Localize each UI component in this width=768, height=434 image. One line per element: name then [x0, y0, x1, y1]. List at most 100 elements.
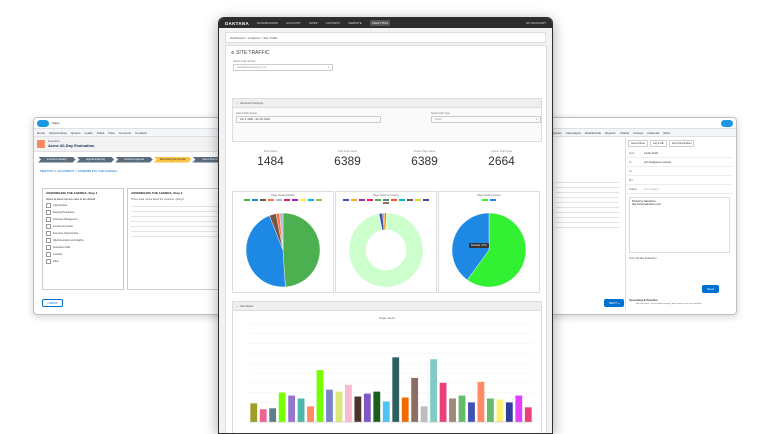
domain-select-label: Select a site domain [233, 60, 256, 63]
bar[interactable] [250, 403, 258, 422]
bar[interactable] [382, 401, 390, 422]
bar[interactable] [505, 402, 513, 422]
bar[interactable] [401, 397, 409, 423]
composer-field-row[interactable]: Cc [626, 167, 733, 176]
use-case-checkbox[interactable]: Executive Opportunities [43, 230, 123, 237]
user-menu[interactable]: MY ACCOUNT [526, 21, 546, 25]
path-step[interactable]: Introduce Dealing [38, 156, 76, 163]
path-step[interactable]: Discussing the Agenda [153, 156, 192, 163]
use-case-checkbox[interactable]: Scheduled Calls [43, 244, 123, 251]
donut-chart-country [348, 212, 424, 288]
nav-item-account[interactable]: ACCOUNT [286, 21, 301, 25]
use-case-checkbox[interactable]: Meeting Preparation [43, 209, 123, 216]
composer-tab[interactable]: Send Actions [628, 140, 648, 147]
nav-item[interactable]: Files [108, 130, 115, 135]
nav-item[interactable]: Accounts [118, 130, 132, 135]
nav-item[interactable]: Home [37, 130, 46, 135]
pie-slice[interactable] [279, 212, 284, 251]
bar[interactable] [354, 396, 362, 422]
composer-field-row[interactable]: Subject Enter Subject... [626, 185, 733, 194]
nav-item-swep[interactable]: SWEP [308, 21, 318, 25]
use-case-checkbox[interactable]: Schedule Management [43, 216, 123, 223]
bar[interactable] [411, 377, 419, 422]
bar[interactable] [486, 398, 494, 422]
stat-label: Unique Page Views [413, 150, 436, 153]
send-button[interactable]: Send [702, 285, 720, 293]
data-type-select[interactable]: Select ▾ [431, 116, 541, 123]
nav-item[interactable]: Quotes [70, 130, 81, 135]
bar[interactable] [477, 381, 485, 422]
agenda-breadcrumb[interactable]: MEETING 1 ALIGNMENT > ASSEMBLING THE AGE… [40, 169, 118, 173]
pie-legend [336, 197, 436, 206]
path-step[interactable]: Agenda Planning [76, 156, 115, 163]
email-body[interactable]: Printed by Salesforce http://www.salesfo… [629, 197, 730, 253]
nav-item[interactable]: Leads [84, 130, 93, 135]
path-step[interactable]: Introduce Agenda [115, 156, 153, 163]
nav-item[interactable]: Tasks [96, 130, 105, 135]
brand-logo[interactable]: DAKTANA [225, 20, 250, 26]
composer-field-row[interactable]: To john.doe@acme.example [626, 158, 733, 167]
cloud-logo-icon [37, 119, 49, 127]
bar[interactable] [496, 399, 504, 422]
nav-item[interactable]: Opportunities [49, 130, 67, 135]
bar[interactable] [344, 384, 352, 422]
breadcrumb[interactable]: Dashboard > Analytics > Site Traffic [225, 32, 546, 43]
bar[interactable] [259, 409, 267, 422]
stats-row: Total Visitors 1484 Total Page Views 6389 Un… [232, 150, 540, 180]
nav-item-website[interactable]: WEBSITE [348, 21, 362, 25]
stat-tile: Total Visitors 1484 [241, 150, 301, 180]
back-button[interactable]: « BACK [42, 299, 63, 307]
composer-field-row[interactable]: Bcc [626, 176, 733, 185]
use-case-checkbox[interactable]: Activities [43, 251, 123, 258]
pie-card-device: Page Viewing Device Desktop: 47% [438, 191, 540, 293]
stat-value: 6389 [334, 154, 361, 168]
bar[interactable] [373, 391, 381, 422]
nav-item-dashboards[interactable]: DASHBOARDS [257, 21, 279, 25]
filter-header[interactable]: › Advanced Settings [233, 99, 541, 108]
record-title: Acme 60-Day Evaluation [48, 143, 95, 148]
signature-line2: http://www.salesforce.com [632, 203, 662, 206]
composer-tab[interactable]: New Opportunities [668, 140, 695, 147]
use-case-checkbox[interactable]: Other [43, 258, 123, 265]
bar[interactable] [278, 392, 286, 422]
pie-slice[interactable] [282, 212, 321, 288]
bar[interactable] [288, 395, 296, 422]
date-range-picker[interactable]: Jun 1, 2020 - Jun 30, 2020 [236, 116, 381, 123]
pie-slice[interactable] [466, 212, 527, 288]
pie-cards: Page Viewing Mobile Page Views by Countr… [232, 191, 540, 293]
pie-slice[interactable] [245, 215, 286, 288]
bar[interactable] [439, 382, 447, 422]
agenda-step1-panel: ASSEMBLING THE AGENDA: Step 1 Select at … [42, 188, 124, 290]
nav-item[interactable]: Contacts [135, 130, 147, 135]
use-case-checkbox[interactable]: Q&A Resolution and Insights [43, 237, 123, 244]
bar[interactable] [430, 359, 438, 422]
bar[interactable] [326, 389, 333, 422]
nav-item-content[interactable]: CONTENT [325, 21, 341, 25]
settings-icon: ⚙ [231, 50, 235, 55]
upcoming-label[interactable]: Upcoming & Overdue [629, 298, 658, 302]
use-case-checkbox[interactable]: Account & Contact [43, 223, 123, 230]
hist-header[interactable]: › Visit Metric [233, 302, 541, 311]
pie-card-title: Page Viewing Device [477, 194, 501, 197]
bar[interactable] [458, 395, 466, 422]
bar[interactable] [524, 407, 532, 422]
sf-top-bar-right [549, 118, 736, 129]
bar[interactable] [269, 408, 277, 422]
use-case-checkbox[interactable]: Opportunities [43, 202, 123, 209]
bar[interactable] [392, 357, 400, 422]
bar[interactable] [420, 406, 428, 422]
bar[interactable] [449, 398, 456, 422]
domain-select[interactable]: wwwdaktanaanalytics.com ▾ [233, 64, 333, 71]
nav-item-analytics[interactable]: ANALYTICS [369, 20, 391, 26]
bar[interactable] [316, 370, 324, 422]
path-step[interactable]: Demo Planning [192, 156, 230, 163]
bar[interactable] [307, 406, 314, 422]
composer-tab[interactable]: Log a Call [649, 140, 667, 147]
bar[interactable] [335, 391, 343, 422]
bar[interactable] [297, 398, 305, 422]
bar[interactable] [363, 393, 371, 422]
bar[interactable] [515, 395, 523, 422]
composer-field-row[interactable]: From Jordan Smith [626, 149, 733, 158]
next-button[interactable]: NEXT » [604, 299, 625, 307]
bar[interactable] [468, 402, 475, 422]
